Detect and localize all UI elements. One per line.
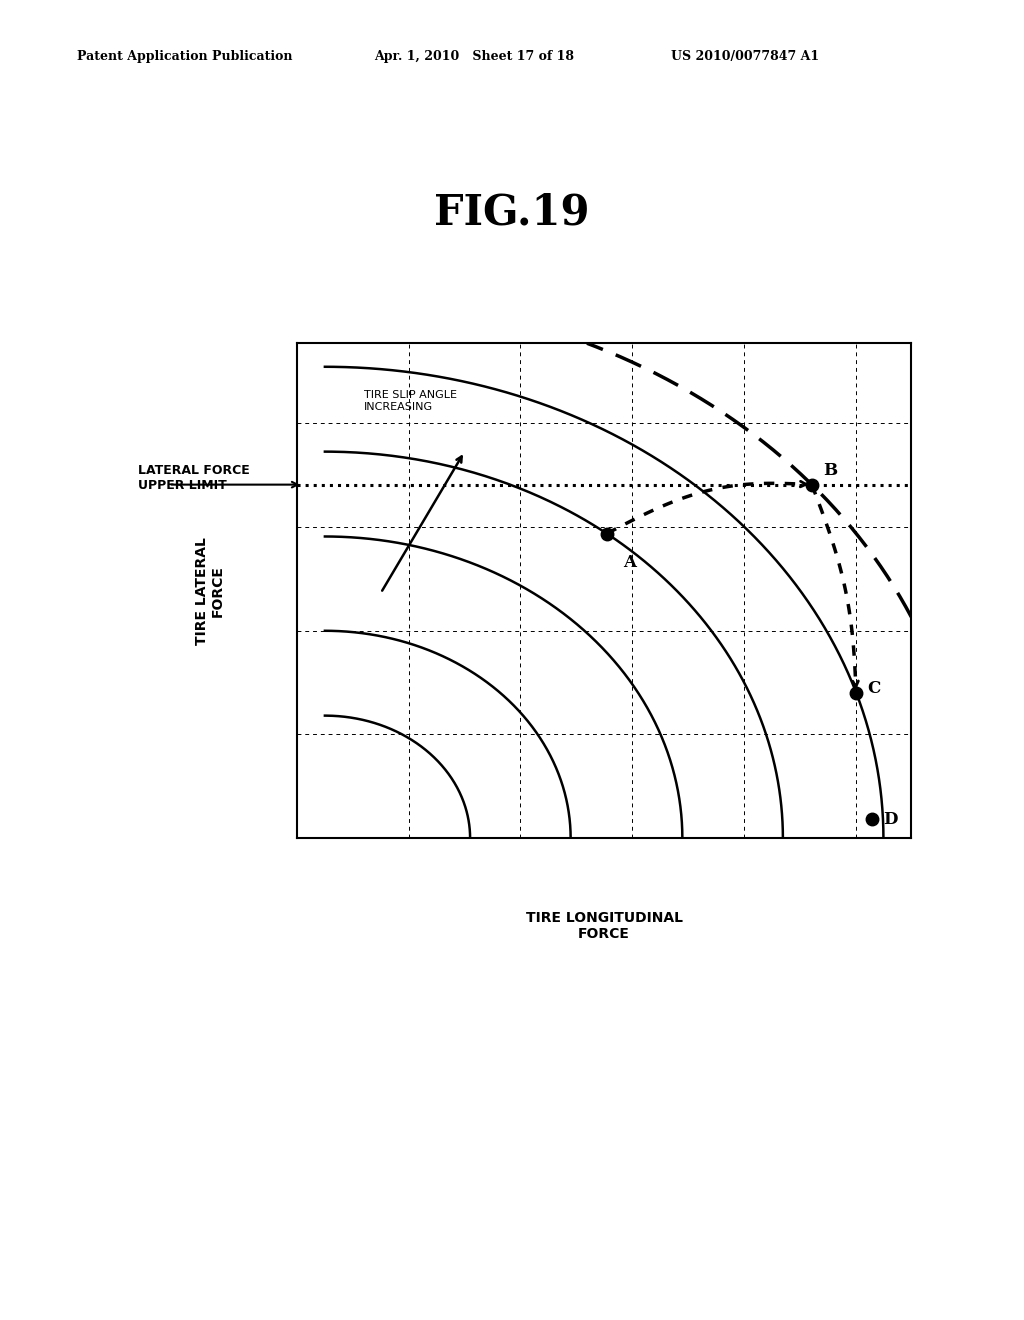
Text: B: B — [823, 462, 837, 479]
Text: C: C — [867, 680, 881, 697]
Text: D: D — [884, 810, 898, 828]
Text: TIRE LONGITUDINAL
FORCE: TIRE LONGITUDINAL FORCE — [525, 911, 683, 941]
Text: TIRE LATERAL
FORCE: TIRE LATERAL FORCE — [195, 537, 225, 644]
Text: TIRE SLIP ANGLE
INCREASING: TIRE SLIP ANGLE INCREASING — [364, 391, 457, 412]
Text: A: A — [624, 553, 637, 570]
Text: Patent Application Publication: Patent Application Publication — [77, 50, 292, 63]
Text: LATERAL FORCE
UPPER LIMIT: LATERAL FORCE UPPER LIMIT — [138, 465, 250, 492]
Text: Apr. 1, 2010   Sheet 17 of 18: Apr. 1, 2010 Sheet 17 of 18 — [374, 50, 573, 63]
Text: US 2010/0077847 A1: US 2010/0077847 A1 — [671, 50, 819, 63]
Text: FIG.19: FIG.19 — [434, 191, 590, 234]
